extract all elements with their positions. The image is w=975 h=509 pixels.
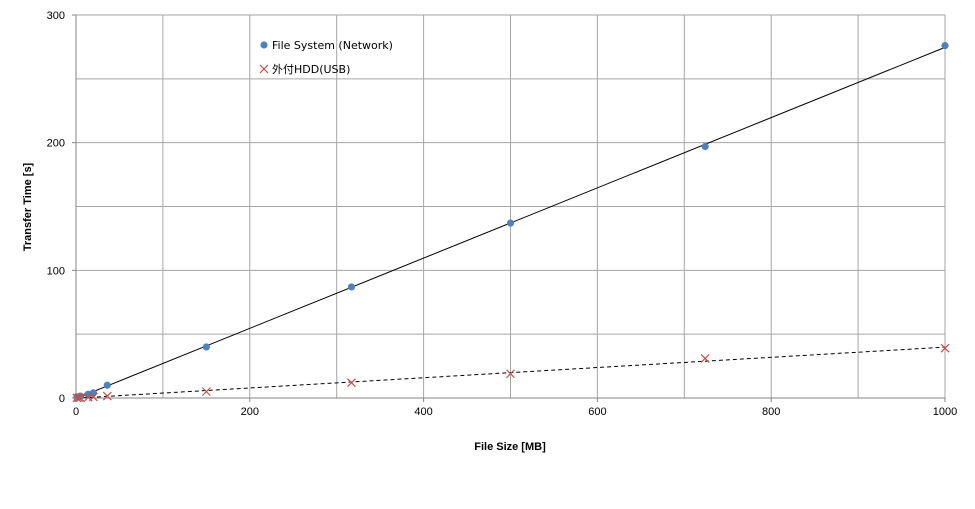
x-tick-label: 1000	[933, 406, 957, 418]
data-point-network	[347, 283, 356, 291]
y-tick-label: 300	[47, 10, 65, 22]
data-point-usb-hdd	[347, 378, 356, 388]
grid-lines	[76, 15, 945, 398]
plot-area	[75, 14, 946, 399]
y-tick-label: 0	[59, 393, 65, 405]
data-point-usb-hdd	[506, 369, 515, 379]
data-point-network	[506, 219, 515, 227]
x-tick-label: 800	[762, 406, 780, 418]
y-tick-label: 200	[47, 138, 65, 150]
data-point-usb-hdd	[700, 353, 710, 363]
trendline-series-1	[75, 346, 946, 399]
data-points	[72, 42, 950, 403]
data-point-network	[941, 42, 949, 50]
y-tick-labels: 0 100 200 300	[47, 10, 76, 405]
data-point-usb-hdd	[940, 343, 950, 353]
legend: File System (Network) 外付HDD(USB)	[259, 39, 393, 76]
legend-marker-usb-hdd	[259, 64, 269, 74]
legend-marker-network	[260, 41, 268, 49]
x-tick-labels: 0 200 400 600 800 1000	[73, 398, 957, 418]
data-point-network	[202, 343, 210, 351]
data-point-usb-hdd	[88, 392, 98, 402]
data-point-usb-hdd	[75, 393, 85, 403]
y-axis-title: Transfer Time [s]	[22, 162, 34, 251]
data-point-usb-hdd	[72, 393, 82, 403]
y-tick-label: 100	[47, 265, 65, 277]
x-tick-label: 400	[414, 406, 432, 418]
data-point-network	[103, 381, 111, 389]
x-tick-label: 0	[73, 406, 79, 418]
data-point-usb-hdd	[201, 387, 211, 397]
x-tick-label: 600	[588, 406, 606, 418]
x-tick-label: 200	[241, 406, 259, 418]
legend-label-usb-hdd: 外付HDD(USB)	[272, 63, 350, 76]
legend-label-network: File System (Network)	[272, 39, 393, 52]
x-axis-title: File Size [MB]	[474, 441, 546, 453]
data-point-network	[701, 142, 709, 151]
data-point-usb-hdd	[102, 391, 112, 401]
